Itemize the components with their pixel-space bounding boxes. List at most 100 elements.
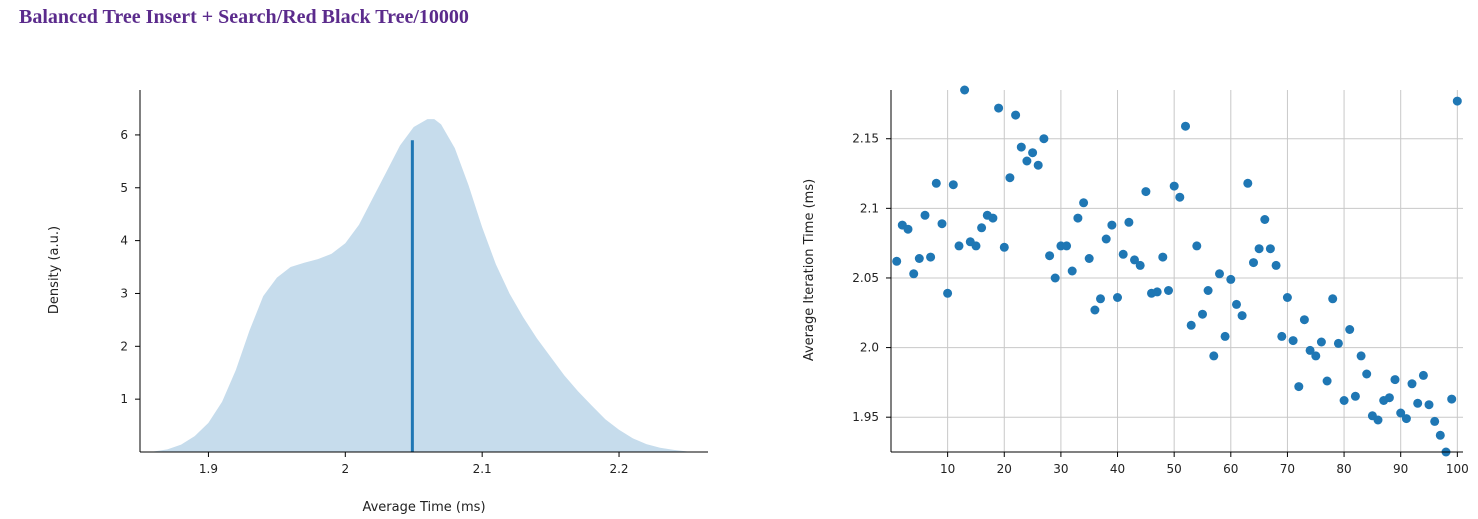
density-y-tick-label: 5 xyxy=(120,181,128,195)
scatter-point xyxy=(1215,269,1224,279)
scatter-y-tick-label: 2.0 xyxy=(860,341,879,355)
scatter-point xyxy=(1345,325,1355,334)
scatter-point xyxy=(1435,430,1445,440)
scatter-point xyxy=(1033,160,1043,170)
scatter-point xyxy=(1152,287,1162,297)
scatter-point xyxy=(1135,260,1145,270)
scatter-point xyxy=(1192,241,1202,251)
scatter-point xyxy=(1011,110,1021,120)
scatter-point xyxy=(988,213,998,223)
scatter-point xyxy=(1084,254,1094,263)
scatter-point xyxy=(1101,234,1111,244)
scatter-y-tick-label: 2.1 xyxy=(860,201,879,215)
scatter-point xyxy=(994,103,1004,113)
density-chart: 1 2 3 4 5 6 1.9 2 2.1 2.2 Average Time (ms) Densi… xyxy=(47,90,708,515)
scatter-point xyxy=(1328,294,1338,304)
scatter-x-tick-label: 100 xyxy=(1446,462,1469,476)
scatter-point xyxy=(1418,370,1428,380)
scatter-point xyxy=(1028,148,1038,158)
scatter-x-tick-label: 80 xyxy=(1336,462,1351,476)
density-x-tick-label: 2 xyxy=(341,462,349,476)
density-y-tick-label: 1 xyxy=(120,392,128,406)
scatter-point xyxy=(1237,311,1247,321)
density-y-tick-label: 4 xyxy=(120,234,128,248)
scatter-point xyxy=(926,252,936,262)
scatter-point xyxy=(1452,96,1462,106)
scatter-point xyxy=(1050,273,1060,283)
scatter-point xyxy=(1203,286,1213,295)
scatter-point xyxy=(1113,293,1122,302)
scatter-point xyxy=(1067,266,1077,276)
scatter-point xyxy=(1039,134,1049,144)
scatter-point xyxy=(943,288,953,298)
scatter-point xyxy=(1288,336,1298,346)
scatter-point xyxy=(1362,369,1372,379)
scatter-point xyxy=(1022,156,1032,166)
scatter-point xyxy=(1413,398,1423,408)
scatter-point xyxy=(1265,244,1275,254)
scatter-point xyxy=(948,180,958,190)
scatter-point xyxy=(1384,393,1394,403)
scatter-x-tick-label: 70 xyxy=(1280,462,1295,476)
scatter-point xyxy=(1339,396,1349,405)
scatter-point xyxy=(1130,255,1139,265)
scatter-point xyxy=(1254,244,1264,254)
scatter-point xyxy=(1005,173,1015,183)
scatter-y-tick-label: 2.05 xyxy=(852,271,879,285)
scatter-point xyxy=(977,223,987,233)
scatter-point xyxy=(1299,315,1309,325)
scatter-point xyxy=(1079,198,1089,208)
scatter-point xyxy=(1175,192,1185,202)
scatter-point xyxy=(1062,241,1072,251)
scatter-point xyxy=(1424,400,1434,410)
scatter-point xyxy=(1282,293,1292,302)
scatter-point xyxy=(1243,178,1253,188)
scatter-point xyxy=(954,241,964,251)
scatter-point xyxy=(1294,382,1304,392)
scatter-point xyxy=(1322,376,1332,386)
density-x-tick-label: 1.9 xyxy=(199,462,218,476)
scatter-point xyxy=(1311,351,1321,361)
scatter-x-tick-label: 20 xyxy=(997,462,1012,476)
scatter-point xyxy=(1164,286,1173,295)
scatter-point xyxy=(1226,274,1236,284)
scatter-x-tick-label: 90 xyxy=(1393,462,1408,476)
scatter-point xyxy=(1277,331,1287,341)
scatter-point xyxy=(1271,260,1281,270)
scatter-point xyxy=(1209,351,1219,361)
scatter-point xyxy=(960,85,970,95)
scatter-point xyxy=(1305,345,1315,355)
scatter-point xyxy=(1390,375,1400,385)
density-x-tick-label: 2.1 xyxy=(473,462,492,476)
scatter-x-tick-label: 40 xyxy=(1110,462,1125,476)
scatter-point xyxy=(1158,252,1168,262)
scatter-point xyxy=(1090,305,1100,315)
scatter-point xyxy=(971,241,981,251)
scatter-point xyxy=(1407,379,1417,389)
scatter-x-tick-label: 30 xyxy=(1053,462,1068,476)
scatter-point xyxy=(1124,217,1134,227)
scatter-point xyxy=(1016,142,1026,152)
density-area xyxy=(140,119,708,452)
scatter-point xyxy=(1396,408,1406,418)
scatter-point xyxy=(892,256,902,266)
scatter-point xyxy=(1430,416,1440,426)
scatter-point xyxy=(1141,187,1151,197)
scatter-x-tick-label: 50 xyxy=(1167,462,1182,476)
scatter-point xyxy=(1096,294,1105,304)
scatter-point xyxy=(937,219,947,229)
scatter-point xyxy=(1401,414,1411,424)
scatter-point xyxy=(1316,337,1326,347)
scatter-point xyxy=(931,178,941,188)
scatter-point xyxy=(903,224,913,234)
scatter-point xyxy=(1260,215,1270,224)
scatter-y-tick-label: 1.95 xyxy=(852,410,879,424)
scatter-point xyxy=(1447,394,1457,404)
scatter-y-tick-label: 2.15 xyxy=(852,132,879,146)
scatter-point xyxy=(909,269,919,279)
density-y-axis-label: Density (a.u.) xyxy=(47,226,62,314)
scatter-point xyxy=(1232,299,1241,309)
scatter-point xyxy=(1356,351,1366,361)
scatter-point xyxy=(1169,181,1179,191)
